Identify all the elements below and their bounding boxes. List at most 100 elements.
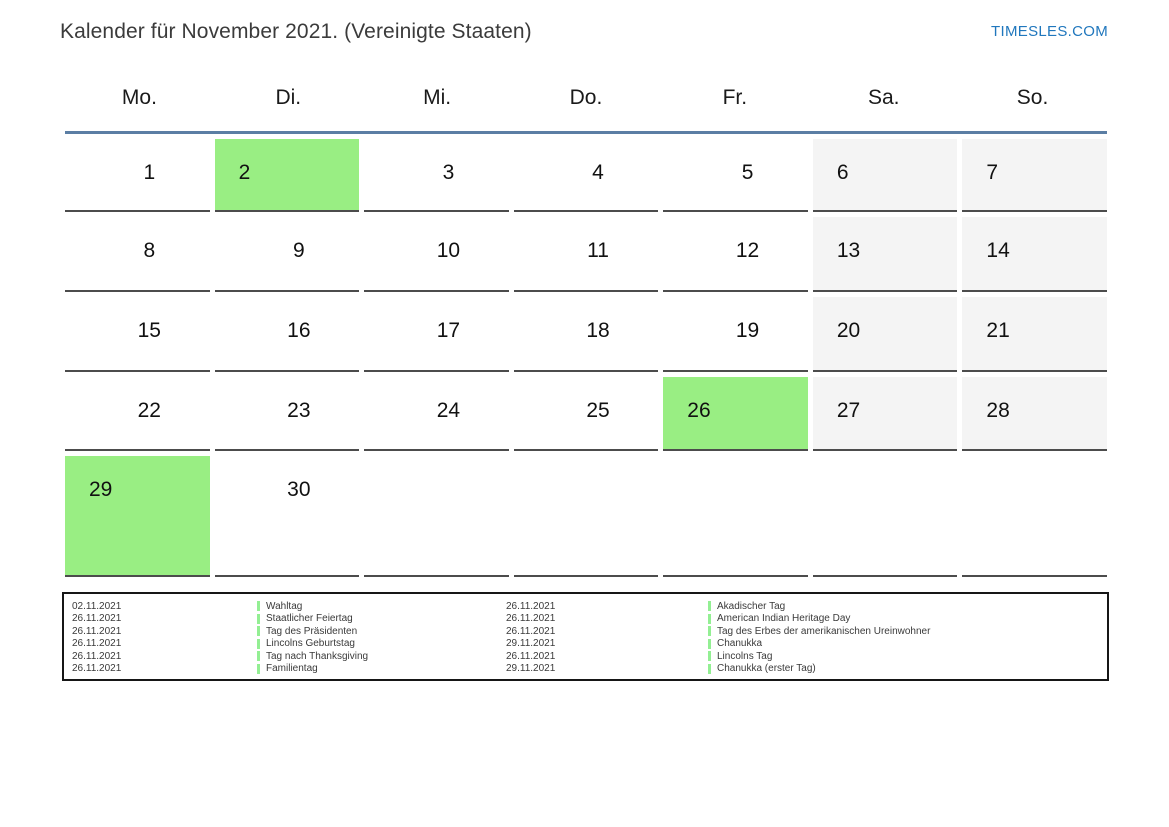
day-cell: 15 bbox=[65, 297, 210, 372]
day-number: 10 bbox=[436, 239, 461, 262]
day-cell: 24 bbox=[364, 377, 509, 451]
day-number: 3 bbox=[442, 161, 455, 184]
holiday-marker-icon bbox=[708, 651, 711, 662]
day-cell bbox=[812, 456, 958, 577]
day-number: 16 bbox=[287, 319, 311, 342]
legend-row: 26.11.2021 Familientag 29.11.2021 Chanukka … bbox=[72, 663, 1107, 676]
day-cell: 27 bbox=[812, 377, 958, 451]
page-title: Kalender für November 2021. (Vereinigte … bbox=[60, 20, 532, 43]
day-number: 25 bbox=[586, 399, 610, 422]
day-number: 19 bbox=[735, 319, 760, 342]
day-cell: 26 bbox=[663, 377, 808, 451]
day-number: 20 bbox=[836, 319, 861, 342]
day-cell: 30 bbox=[214, 456, 360, 577]
holiday-marker-icon bbox=[257, 638, 260, 649]
day-cell bbox=[513, 456, 659, 577]
legend-item: Wahltag bbox=[257, 601, 506, 612]
day-number: 11 bbox=[587, 239, 609, 262]
legend-label: Chanukka (erster Tag) bbox=[717, 663, 816, 675]
day-cell: 20 bbox=[812, 297, 958, 372]
holiday-marker-icon bbox=[257, 626, 260, 637]
day-cell: 17 bbox=[364, 297, 509, 372]
legend-item: Staatlicher Feiertag bbox=[257, 613, 506, 624]
legend-item: Chanukka bbox=[708, 638, 1107, 649]
legend-date: 26.11.2021 bbox=[506, 600, 556, 612]
day-number: 18 bbox=[586, 319, 610, 342]
day-number: 22 bbox=[137, 399, 161, 422]
holiday-marker-icon bbox=[257, 613, 260, 624]
legend-date: 26.11.2021 bbox=[72, 625, 122, 637]
day-number: 23 bbox=[287, 399, 311, 422]
legend-label: Tag des Erbes der amerikanischen Ureinwo… bbox=[717, 625, 931, 637]
day-number: 17 bbox=[436, 319, 461, 342]
legend-label: Chanukka bbox=[717, 638, 763, 650]
holiday-marker-icon bbox=[708, 663, 711, 674]
legend-label: American Indian Heritage Day bbox=[717, 613, 851, 625]
day-cell: 8 bbox=[65, 217, 210, 292]
day-number: 28 bbox=[986, 399, 1010, 422]
day-number: 1 bbox=[143, 161, 156, 184]
header-rule bbox=[65, 131, 1107, 134]
legend-row: 26.11.2021 Tag nach Thanksgiving 26.11.202… bbox=[72, 650, 1107, 663]
top-bar: Kalender für November 2021. (Vereinigte … bbox=[60, 20, 1108, 44]
day-cell: 1 bbox=[65, 139, 210, 212]
legend-item: Akadischer Tag bbox=[708, 601, 1107, 612]
holiday-marker-icon bbox=[708, 638, 711, 649]
legend-date: 26.11.2021 bbox=[72, 663, 122, 675]
day-cell: 21 bbox=[962, 297, 1107, 372]
day-cell: 13 bbox=[812, 217, 958, 292]
weekday-header: Do. bbox=[569, 86, 603, 109]
day-number: 30 bbox=[287, 478, 311, 501]
legend-row: 26.11.2021 Lincolns Geburtstag 29.11.2021 C… bbox=[72, 638, 1107, 651]
legend-date: 26.11.2021 bbox=[506, 650, 556, 662]
legend-label: Lincolns Tag bbox=[717, 650, 773, 662]
day-number: 4 bbox=[592, 161, 604, 184]
day-cell: 25 bbox=[513, 377, 659, 451]
legend-item: Chanukka (erster Tag) bbox=[708, 663, 1107, 674]
weekday-header: Mo. bbox=[121, 86, 157, 109]
legend-date: 26.11.2021 bbox=[72, 650, 122, 662]
legend-date: 29.11.2021 bbox=[506, 663, 556, 675]
day-number: 8 bbox=[143, 239, 156, 262]
holiday-marker-icon bbox=[257, 601, 260, 612]
day-cell: 12 bbox=[663, 217, 808, 292]
day-cell: 10 bbox=[364, 217, 509, 292]
weekday-header-row: Mo. Di. Mi. Do. Fr. Sa. So. bbox=[65, 86, 1107, 110]
day-number: 24 bbox=[436, 399, 461, 422]
legend-date: 26.11.2021 bbox=[506, 625, 556, 637]
day-number: 13 bbox=[836, 239, 861, 262]
legend-date: 26.11.2021 bbox=[72, 638, 122, 650]
day-cell: 28 bbox=[962, 377, 1107, 451]
weekday-header: Fr. bbox=[722, 86, 748, 109]
legend-date: 26.11.2021 bbox=[72, 613, 122, 625]
day-number: 12 bbox=[735, 239, 760, 262]
day-cell bbox=[962, 456, 1107, 577]
day-number: 2 bbox=[238, 161, 251, 184]
legend-item: Tag nach Thanksgiving bbox=[257, 651, 506, 662]
weekday-header: Sa. bbox=[867, 86, 900, 109]
day-cell: 7 bbox=[962, 139, 1107, 212]
day-cell: 3 bbox=[364, 139, 509, 212]
legend-date: 26.11.2021 bbox=[506, 613, 556, 625]
holiday-marker-icon bbox=[257, 663, 260, 674]
day-cell: 5 bbox=[663, 139, 808, 212]
day-cell: 16 bbox=[214, 297, 360, 372]
legend-row: 02.11.2021 Wahltag 26.11.2021 Akadischer Ta… bbox=[72, 600, 1107, 613]
day-number: 27 bbox=[836, 399, 861, 422]
calendar-grid: 1 2 3 4 5 6 7 8 9 10 11 12 13 14 15 16 17 18 19 20 21 22 23 24 2… bbox=[65, 139, 1107, 577]
legend-label: Tag des Präsidenten bbox=[266, 625, 358, 637]
day-number: 21 bbox=[986, 319, 1010, 342]
legend-label: Tag nach Thanksgiving bbox=[266, 650, 369, 662]
day-number: 5 bbox=[741, 161, 754, 184]
site-link[interactable]: TIMESLES.COM bbox=[991, 23, 1108, 40]
legend-date: 02.11.2021 bbox=[72, 600, 122, 612]
day-cell: 6 bbox=[812, 139, 958, 212]
holiday-marker-icon bbox=[257, 651, 260, 662]
legend-label: Akadischer Tag bbox=[717, 600, 786, 612]
weekday-header: So. bbox=[1016, 86, 1049, 109]
legend-date: 29.11.2021 bbox=[506, 638, 556, 650]
weekday-header: Di. bbox=[275, 86, 302, 109]
legend-label: Lincolns Geburtstag bbox=[266, 638, 355, 650]
day-cell bbox=[364, 456, 509, 577]
day-number: 9 bbox=[293, 239, 305, 262]
